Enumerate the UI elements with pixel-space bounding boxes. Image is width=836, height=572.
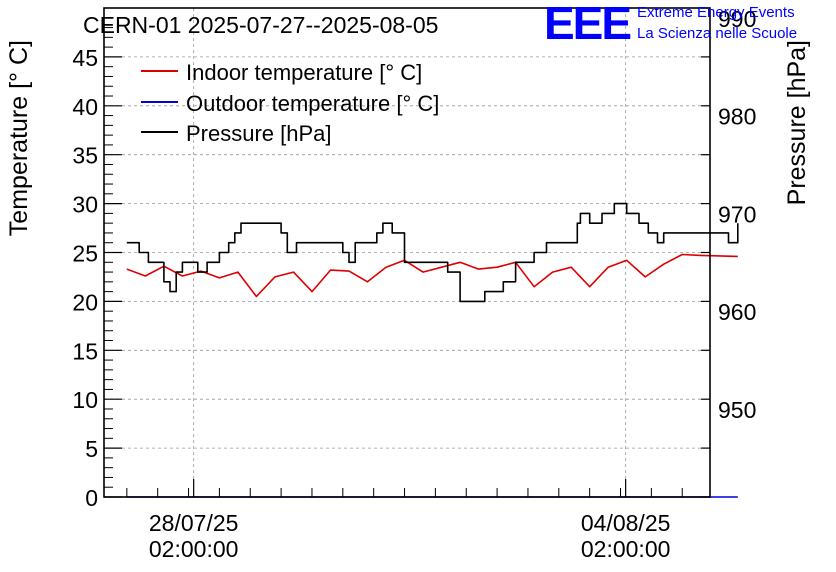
y-tick-label: 10: [72, 387, 98, 413]
grid-lines: [104, 8, 710, 497]
y-axis-label: Temperature [° C]: [5, 40, 33, 236]
y2-tick-label: 990: [718, 6, 756, 32]
legend-label-indoor: Indoor temperature [° C]: [186, 60, 422, 85]
legend-label-pressure: Pressure [hPa]: [186, 121, 332, 146]
logo-subtitle-line2: La Scienza nelle Scuole: [637, 25, 798, 42]
tick-labels: 0 5 10 15 20 25 30 35 40 45 950 960 970 980 990 28/07/2…: [72, 6, 756, 562]
y2-tick-label: 980: [718, 104, 756, 130]
legend: Indoor temperature [° C] Outdoor tempera…: [141, 60, 439, 146]
y-tick-label: 20: [72, 289, 98, 315]
x-tick-label-time: 02:00:00: [581, 536, 671, 562]
axis-ticks: [104, 7, 710, 498]
y-tick-label: 40: [72, 94, 98, 120]
legend-label-outdoor: Outdoor temperature [° C]: [186, 91, 439, 116]
series-indoor-temperature: [126, 253, 738, 298]
x-tick-label-date: 28/07/25: [149, 510, 239, 536]
y-tick-label: 5: [85, 436, 98, 462]
y2-tick-label: 950: [718, 397, 756, 423]
y-tick-label: 25: [72, 241, 98, 267]
y2-tick-label: 970: [718, 201, 756, 227]
y-tick-label: 45: [72, 45, 98, 71]
y-tick-label: 30: [72, 192, 98, 218]
y2-axis-label: Pressure [hPa]: [783, 40, 811, 205]
x-tick-label-time: 02:00:00: [149, 536, 239, 562]
x-tick-label-date: 04/08/25: [581, 510, 671, 536]
series-pressure: [126, 202, 739, 303]
eee-logo: EEE: [544, 0, 632, 49]
chart-title: CERN-01 2025-07-27--2025-08-05: [83, 12, 438, 38]
y-tick-label: 15: [72, 338, 98, 364]
y-tick-label: 35: [72, 143, 98, 169]
y2-tick-label: 960: [718, 299, 756, 325]
y-tick-label: 0: [85, 485, 98, 511]
logo-subtitle-line1: Extreme Energy Events: [637, 4, 795, 21]
